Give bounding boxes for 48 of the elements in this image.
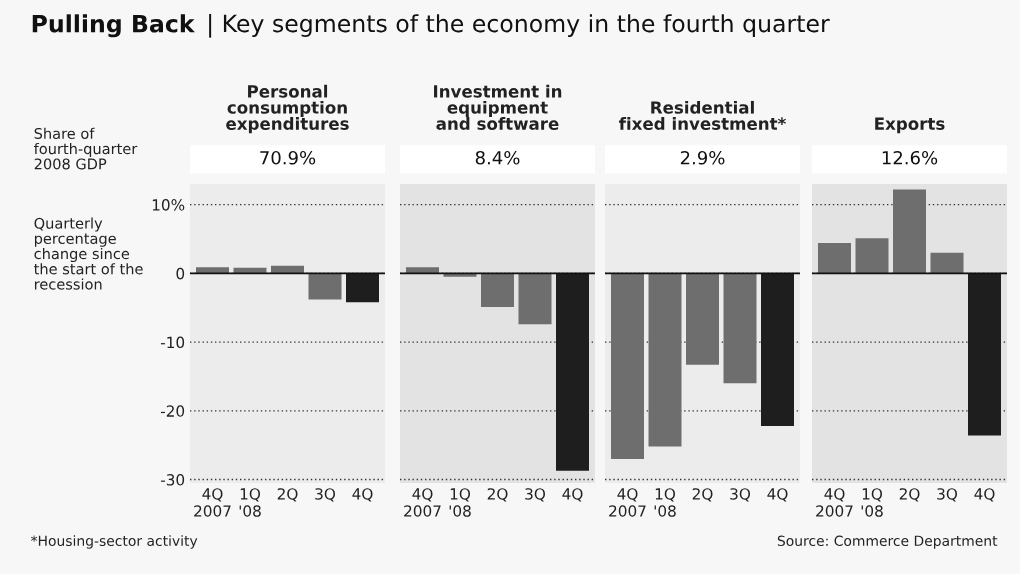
x-tick-label: 1Q '08 xyxy=(239,488,261,517)
bar xyxy=(271,265,304,274)
bar xyxy=(893,189,926,274)
text: *Housing-sector activity xyxy=(31,535,198,549)
bar xyxy=(968,273,1001,436)
bar xyxy=(233,267,267,274)
bar xyxy=(196,267,229,274)
bar xyxy=(308,273,342,300)
x-tick-label: 4Q 2007 xyxy=(404,488,441,517)
chart-subtitle: 2.9% xyxy=(680,150,725,165)
y-tick-label: -10 xyxy=(160,336,185,349)
y-tick-label: 10% xyxy=(152,199,185,211)
x-tick-label: 2Q xyxy=(692,488,713,502)
x-tick-label: 3Q xyxy=(315,488,336,502)
x-tick-label: 2Q xyxy=(899,488,920,502)
source-note: Source: Commerce Department xyxy=(777,535,998,549)
x-tick-label: 1Q '08 xyxy=(654,488,676,517)
text: Quarterly percentage change since the start of the recession xyxy=(34,217,143,290)
x-tick-label: 3Q xyxy=(937,488,958,502)
x-tick-label: 4Q 2007 xyxy=(816,488,853,517)
x-tick-label: 4Q xyxy=(974,488,995,502)
text: Pulling Back | Key segments of the economy in the fourth quarter xyxy=(32,14,830,38)
x-tick-label: 1Q '08 xyxy=(861,488,883,517)
chart-subtitle: 12.6% xyxy=(882,150,938,165)
x-tick-label: 4Q xyxy=(562,488,583,502)
y-tick-label: -30 xyxy=(160,474,185,486)
chart-title: Exports xyxy=(875,117,945,134)
bar xyxy=(930,252,964,274)
chart-title: Personal consumption expenditures xyxy=(226,84,349,134)
chart-title: Investment in equipment and software xyxy=(434,84,562,130)
x-tick-label: 2Q xyxy=(277,488,298,502)
y-tick-label: -20 xyxy=(160,405,185,417)
x-tick-label: 2Q xyxy=(487,488,508,502)
x-tick-label: 4Q 2007 xyxy=(194,488,231,517)
chart-subtitle: 70.9% xyxy=(260,150,316,165)
bar xyxy=(346,273,379,303)
x-tick-label: 1Q '08 xyxy=(449,488,471,517)
bar xyxy=(818,243,851,274)
x-tick-label: 4Q xyxy=(352,488,373,502)
bar xyxy=(855,238,889,274)
x-tick-label: 4Q 2007 xyxy=(609,488,646,517)
y-tick-label: 0 xyxy=(176,267,185,280)
chart-title: Residential fixed investment* xyxy=(619,100,786,130)
x-tick-label: 3Q xyxy=(525,488,546,502)
x-tick-label: 4Q xyxy=(767,488,788,502)
text: Share of fourth-quarter 2008 GDP xyxy=(33,127,138,170)
x-tick-label: 3Q xyxy=(730,488,751,502)
chart-subtitle: 8.4% xyxy=(475,150,520,165)
